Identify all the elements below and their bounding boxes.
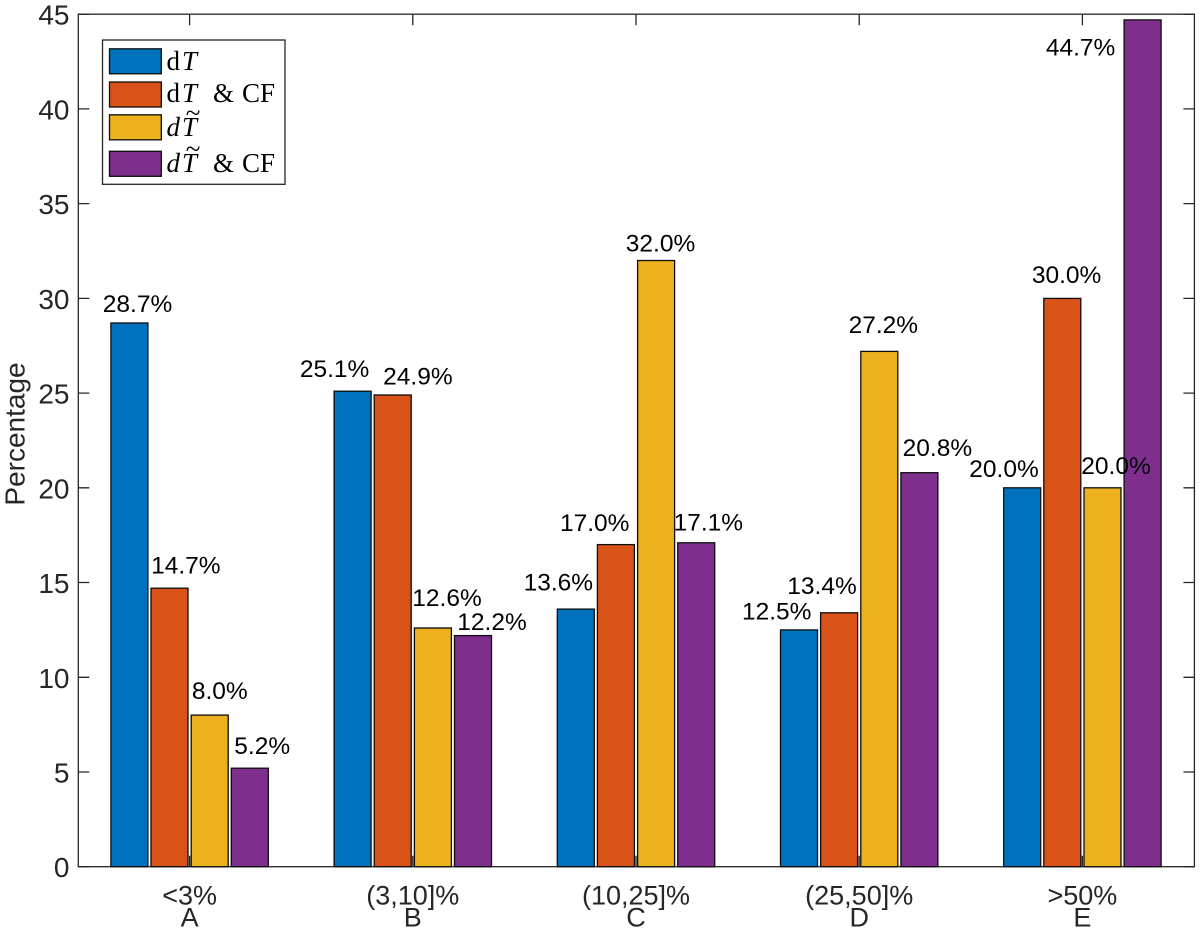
svg-text:30.0%: 30.0% — [1032, 262, 1101, 289]
svg-text:<3%: <3% — [162, 881, 217, 911]
svg-text:25.1%: 25.1% — [300, 356, 369, 383]
svg-text:5.2%: 5.2% — [234, 733, 290, 760]
svg-text:14.7%: 14.7% — [151, 552, 220, 579]
svg-text:Percentage: Percentage — [0, 362, 31, 505]
svg-text:45: 45 — [38, 0, 69, 31]
svg-text:40: 40 — [38, 94, 69, 125]
svg-text:20.0%: 20.0% — [1081, 453, 1150, 480]
svg-text:20: 20 — [38, 473, 69, 504]
svg-text:~: ~ — [186, 98, 201, 128]
svg-text:dT: dT — [167, 46, 200, 76]
svg-text:12.6%: 12.6% — [412, 585, 481, 612]
svg-text:35: 35 — [38, 189, 69, 220]
svg-text:44.7%: 44.7% — [1046, 35, 1115, 62]
svg-text:20.0%: 20.0% — [969, 456, 1038, 483]
svg-text:B: B — [404, 903, 422, 931]
svg-text:30: 30 — [38, 284, 69, 315]
svg-text:(25,50]%: (25,50]% — [805, 881, 913, 911]
svg-text:10: 10 — [38, 663, 69, 694]
svg-text:13.4%: 13.4% — [787, 573, 856, 600]
svg-text:D: D — [849, 903, 869, 931]
svg-text:dT&CF: dT & CF — [167, 148, 276, 178]
svg-text:15: 15 — [38, 568, 69, 599]
svg-text:12.2%: 12.2% — [457, 609, 526, 636]
svg-text:0: 0 — [54, 852, 70, 883]
svg-text:17.1%: 17.1% — [674, 510, 743, 537]
svg-text:dT: dT — [167, 112, 200, 142]
svg-text:20.8%: 20.8% — [903, 435, 972, 462]
svg-text:E: E — [1073, 903, 1091, 931]
svg-text:8.0%: 8.0% — [192, 678, 248, 705]
svg-text:>50%: >50% — [1047, 881, 1117, 911]
svg-text:24.9%: 24.9% — [383, 363, 452, 390]
svg-text:17.0%: 17.0% — [560, 510, 629, 537]
svg-text:(3,10]%: (3,10]% — [366, 881, 459, 911]
svg-text:C: C — [626, 903, 646, 931]
svg-text:32.0%: 32.0% — [626, 230, 695, 257]
svg-text:27.2%: 27.2% — [849, 312, 918, 339]
svg-text:25: 25 — [38, 379, 69, 410]
svg-text:12.5%: 12.5% — [742, 598, 811, 625]
svg-text:dT&CF: dT & CF — [167, 78, 276, 108]
svg-text:5: 5 — [54, 758, 70, 789]
svg-text:(10,25]%: (10,25]% — [582, 881, 690, 911]
svg-text:~: ~ — [186, 134, 201, 164]
svg-text:28.7%: 28.7% — [103, 291, 172, 318]
svg-text:A: A — [181, 903, 199, 931]
svg-text:13.6%: 13.6% — [524, 570, 593, 597]
